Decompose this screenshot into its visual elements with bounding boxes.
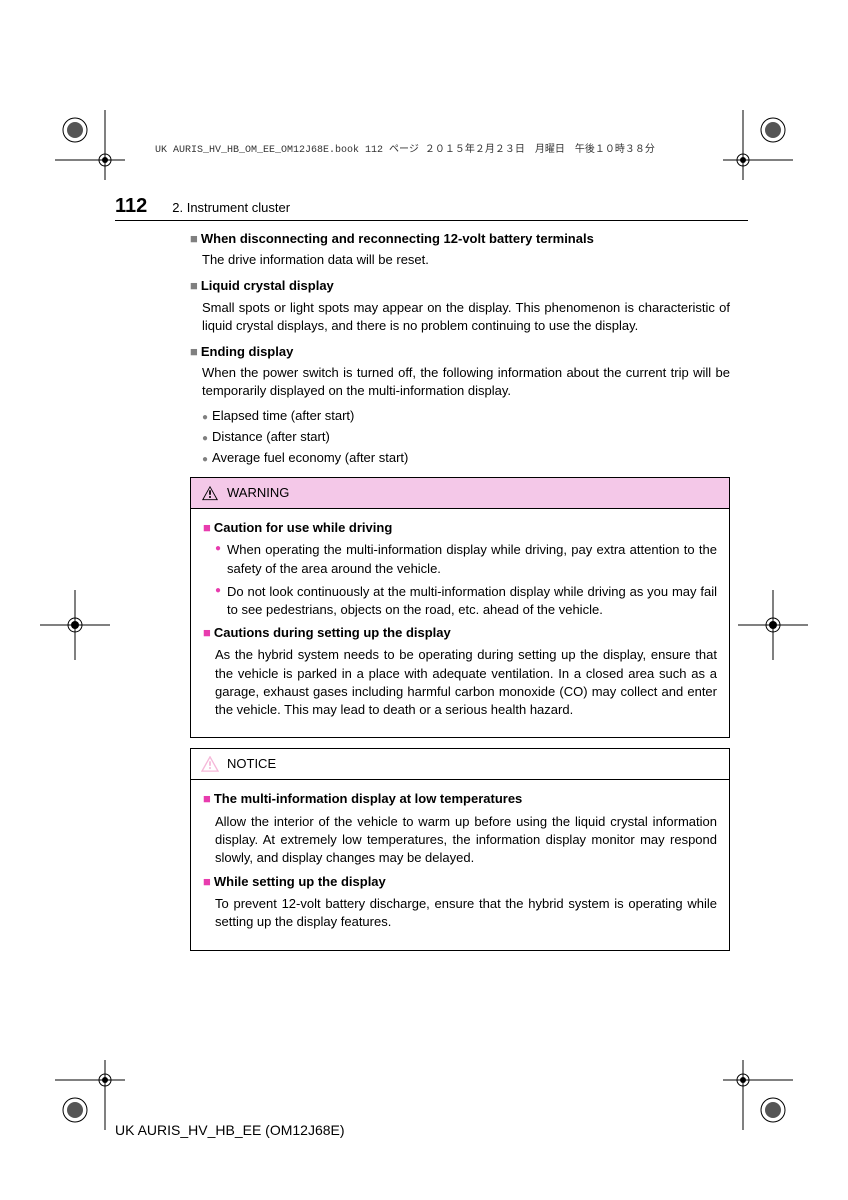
notice-header: NOTICE (191, 749, 729, 780)
crop-mark-tl (55, 110, 125, 180)
subsection-ending: Ending display When the power switch is … (190, 343, 730, 467)
subsection-lcd: Liquid crystal display Small spots or li… (190, 277, 730, 335)
bullet-item: Average fuel economy (after start) (202, 449, 730, 467)
subsection-body: Small spots or light spots may appear on… (202, 299, 730, 335)
notice-text: Allow the interior of the vehicle to war… (215, 813, 717, 868)
crop-mark-tr (723, 110, 793, 180)
warning-subtitle: Cautions during setting up the display (203, 624, 717, 642)
crop-mark-br (723, 1060, 793, 1130)
crop-mark-mr (738, 590, 808, 660)
notice-box: NOTICE The multi-information display at … (190, 748, 730, 951)
warning-text: As the hybrid system needs to be operati… (215, 646, 717, 719)
warning-triangle-icon (201, 485, 219, 501)
subsection-title: Ending display (190, 343, 730, 361)
warning-header: WARNING (191, 478, 729, 509)
page-header: 112 2. Instrument cluster (115, 195, 758, 218)
header-divider (115, 220, 748, 221)
warning-subtitle: Caution for use while driving (203, 519, 717, 537)
bullet-list: Elapsed time (after start) Distance (aft… (202, 407, 730, 468)
warning-body: Caution for use while driving When opera… (191, 509, 729, 737)
notice-body: The multi-information display at low tem… (191, 780, 729, 949)
source-file-header: UK AURIS_HV_HB_OM_EE_OM12J68E.book 112 ペ… (155, 140, 655, 156)
notice-label: NOTICE (227, 755, 276, 773)
notice-triangle-icon (201, 756, 219, 772)
notice-subtitle: The multi-information display at low tem… (203, 790, 717, 808)
warning-bullet: When operating the multi-information dis… (215, 541, 717, 577)
warning-label: WARNING (227, 484, 289, 502)
page-content: When disconnecting and reconnecting 12-v… (190, 230, 730, 951)
subsection-title: When disconnecting and reconnecting 12-v… (190, 230, 730, 248)
subsection-body: The drive information data will be reset… (202, 251, 730, 269)
warning-bullet: Do not look continuously at the multi-in… (215, 583, 717, 619)
subsection-body: When the power switch is turned off, the… (202, 364, 730, 400)
crop-mark-bl (55, 1060, 125, 1130)
footer-text: UK AURIS_HV_HB_EE (OM12J68E) (115, 1122, 345, 1138)
bullet-item: Distance (after start) (202, 428, 730, 446)
warning-box: WARNING Caution for use while driving Wh… (190, 477, 730, 738)
subsection-battery: When disconnecting and reconnecting 12-v… (190, 230, 730, 269)
notice-text: To prevent 12-volt battery discharge, en… (215, 895, 717, 931)
page-number: 112 (115, 195, 147, 218)
subsection-title: Liquid crystal display (190, 277, 730, 295)
bullet-item: Elapsed time (after start) (202, 407, 730, 425)
section-title: 2. Instrument cluster (172, 200, 290, 215)
notice-subtitle: While setting up the display (203, 873, 717, 891)
crop-mark-ml (40, 590, 110, 660)
